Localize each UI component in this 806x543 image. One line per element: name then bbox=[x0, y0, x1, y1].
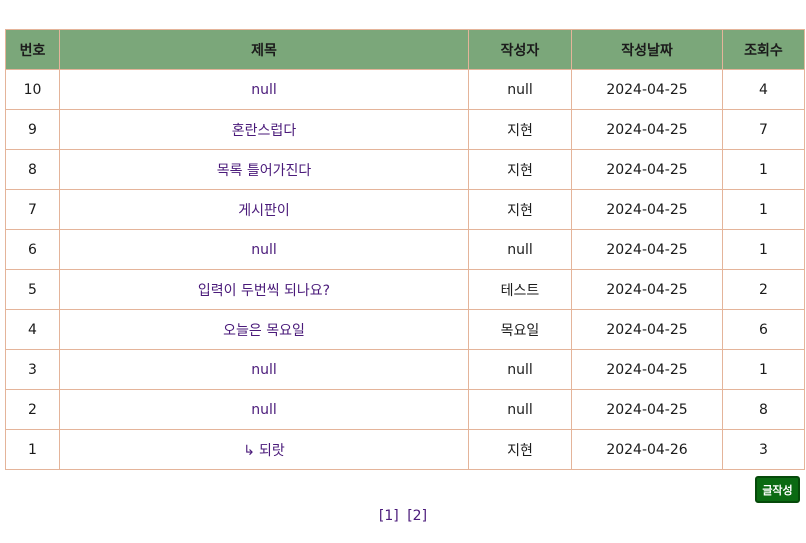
post-date: 2024-04-25 bbox=[571, 309, 723, 350]
board-container: 번호 제목 작성자 작성날짜 조회수 10 null null 2024-04-25 4… bbox=[5, 29, 805, 470]
post-title-link[interactable]: 혼란스럽다 bbox=[231, 122, 297, 139]
post-title-cell: null bbox=[59, 389, 469, 430]
post-views: 3 bbox=[722, 429, 805, 470]
table-row: 1 ↳ 되랏 지현 2024-04-26 3 bbox=[5, 429, 805, 470]
table-row: 8 목록 틀어가진다 지현 2024-04-25 1 bbox=[5, 149, 805, 190]
post-title-link[interactable]: null bbox=[251, 361, 277, 378]
table-row: 6 null null 2024-04-25 1 bbox=[5, 229, 805, 270]
post-title-cell: 혼란스럽다 bbox=[59, 109, 469, 150]
post-date: 2024-04-25 bbox=[571, 149, 723, 190]
column-header-date: 작성날짜 bbox=[571, 29, 723, 70]
post-views: 1 bbox=[722, 149, 805, 190]
post-author: 테스트 bbox=[468, 269, 572, 310]
post-title-link[interactable]: 입력이 두번씩 되나요? bbox=[197, 282, 331, 299]
post-views: 1 bbox=[722, 189, 805, 230]
post-number: 7 bbox=[5, 189, 60, 230]
post-views: 4 bbox=[722, 69, 805, 110]
post-date: 2024-04-25 bbox=[571, 189, 723, 230]
post-number: 2 bbox=[5, 389, 60, 430]
post-date: 2024-04-25 bbox=[571, 69, 723, 110]
column-header-title: 제목 bbox=[59, 29, 469, 70]
post-author: 지현 bbox=[468, 429, 572, 470]
post-title-cell: 입력이 두번씩 되나요? bbox=[59, 269, 469, 310]
post-title-link[interactable]: 오늘은 목요일 bbox=[223, 322, 305, 339]
column-header-author: 작성자 bbox=[468, 29, 572, 70]
post-views: 8 bbox=[722, 389, 805, 430]
post-author: null bbox=[468, 349, 572, 390]
post-views: 2 bbox=[722, 269, 805, 310]
post-author: 지현 bbox=[468, 149, 572, 190]
table-body: 10 null null 2024-04-25 4 9 혼란스럽다 지현 2024-04-25 7… bbox=[5, 69, 805, 470]
post-views: 1 bbox=[722, 229, 805, 270]
post-author: null bbox=[468, 389, 572, 430]
post-number: 6 bbox=[5, 229, 60, 270]
column-header-no: 번호 bbox=[5, 29, 60, 70]
table-row: 5 입력이 두번씩 되나요? 테스트 2024-04-25 2 bbox=[5, 269, 805, 310]
post-date: 2024-04-25 bbox=[571, 269, 723, 310]
post-title-cell: 오늘은 목요일 bbox=[59, 309, 469, 350]
post-author: null bbox=[468, 229, 572, 270]
post-date: 2024-04-25 bbox=[571, 349, 723, 390]
post-views: 6 bbox=[722, 309, 805, 350]
post-number: 10 bbox=[5, 69, 60, 110]
post-author: null bbox=[468, 69, 572, 110]
post-title-link[interactable]: 목록 틀어가진다 bbox=[216, 162, 312, 179]
reply-arrow-icon: ↳ bbox=[243, 442, 255, 459]
table-row: 4 오늘은 목요일 목요일 2024-04-25 6 bbox=[5, 309, 805, 350]
post-table: 번호 제목 작성자 작성날짜 조회수 10 null null 2024-04-25 4… bbox=[5, 29, 805, 470]
post-number: 9 bbox=[5, 109, 60, 150]
post-number: 3 bbox=[5, 349, 60, 390]
post-title-cell: null bbox=[59, 69, 469, 110]
pagination: [1] [2] bbox=[0, 508, 806, 524]
post-views: 7 bbox=[722, 109, 805, 150]
post-number: 5 bbox=[5, 269, 60, 310]
table-header-row: 번호 제목 작성자 작성날짜 조회수 bbox=[5, 29, 805, 70]
page-link-1[interactable]: [1] bbox=[378, 508, 399, 524]
post-author: 목요일 bbox=[468, 309, 572, 350]
column-header-views: 조회수 bbox=[722, 29, 805, 70]
post-title-cell: null bbox=[59, 349, 469, 390]
table-row: 9 혼란스럽다 지현 2024-04-25 7 bbox=[5, 109, 805, 150]
table-row: 3 null null 2024-04-25 1 bbox=[5, 349, 805, 390]
write-post-button[interactable]: 글작성 bbox=[755, 476, 800, 503]
post-date: 2024-04-26 bbox=[571, 429, 723, 470]
post-number: 1 bbox=[5, 429, 60, 470]
post-date: 2024-04-25 bbox=[571, 109, 723, 150]
post-number: 8 bbox=[5, 149, 60, 190]
post-title-cell: ↳ 되랏 bbox=[59, 429, 469, 470]
post-author: 지현 bbox=[468, 109, 572, 150]
post-number: 4 bbox=[5, 309, 60, 350]
page-link-2[interactable]: [2] bbox=[407, 508, 428, 524]
post-author: 지현 bbox=[468, 189, 572, 230]
post-title-link[interactable]: 되랏 bbox=[258, 442, 285, 459]
table-row: 10 null null 2024-04-25 4 bbox=[5, 69, 805, 110]
post-date: 2024-04-25 bbox=[571, 229, 723, 270]
post-title-link[interactable]: null bbox=[251, 401, 277, 418]
post-title-link[interactable]: 게시판이 bbox=[238, 202, 290, 219]
post-title-cell: 목록 틀어가진다 bbox=[59, 149, 469, 190]
post-date: 2024-04-25 bbox=[571, 389, 723, 430]
post-title-link[interactable]: null bbox=[251, 81, 277, 98]
post-title-cell: null bbox=[59, 229, 469, 270]
table-row: 7 게시판이 지현 2024-04-25 1 bbox=[5, 189, 805, 230]
table-row: 2 null null 2024-04-25 8 bbox=[5, 389, 805, 430]
post-title-link[interactable]: null bbox=[251, 241, 277, 258]
post-title-cell: 게시판이 bbox=[59, 189, 469, 230]
post-views: 1 bbox=[722, 349, 805, 390]
